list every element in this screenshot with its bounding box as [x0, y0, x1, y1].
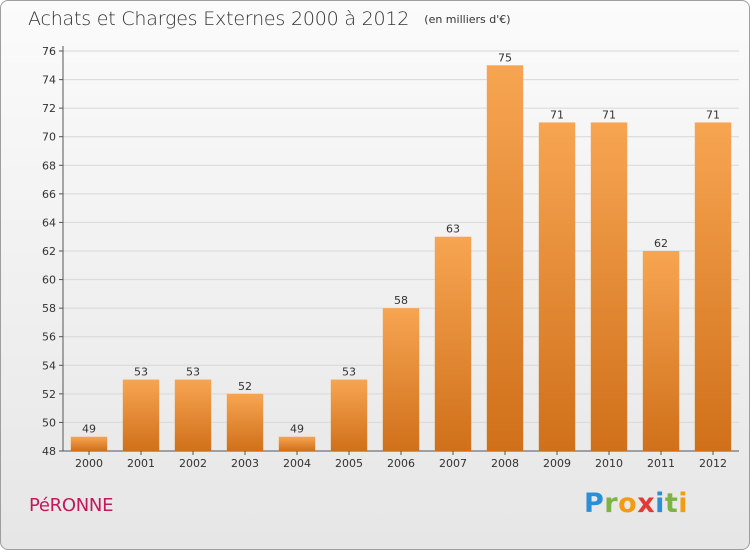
- bar: [226, 393, 264, 451]
- chart-title-block: Achats et Charges Externes 2000 à 2012 (…: [28, 8, 511, 30]
- logo-letter: x: [637, 488, 656, 519]
- logo-letter: i: [655, 488, 665, 519]
- y-tick-label: 66: [42, 188, 56, 201]
- bar-value-label: 53: [134, 366, 148, 379]
- logo-letter: r: [604, 488, 619, 519]
- bar-value-label: 63: [446, 223, 460, 236]
- bar: [278, 436, 316, 451]
- bar: [70, 436, 108, 451]
- x-tick-label: 2011: [647, 457, 675, 470]
- bar-value-label: 75: [498, 51, 512, 64]
- x-tick-label: 2005: [335, 457, 363, 470]
- x-tick-label: 2000: [75, 457, 103, 470]
- bar: [694, 122, 732, 451]
- bar: [434, 236, 472, 451]
- y-tick-label: 50: [42, 416, 56, 429]
- bar-value-label: 49: [82, 423, 96, 436]
- logo-letter: P: [584, 488, 605, 519]
- commune-name: PéRONNE: [29, 495, 114, 516]
- logo-letter: i: [678, 488, 689, 519]
- bar: [330, 379, 368, 451]
- y-tick-label: 60: [42, 274, 56, 287]
- y-tick-label: 64: [42, 216, 56, 229]
- bar: [538, 122, 576, 451]
- y-tick-label: 68: [42, 159, 56, 172]
- y-tick-label: 54: [42, 359, 56, 372]
- x-tick-label: 2008: [491, 457, 519, 470]
- bar: [642, 251, 680, 451]
- bar-value-label: 58: [394, 294, 408, 307]
- y-tick-label: 74: [42, 74, 56, 87]
- bar-value-label: 49: [290, 423, 304, 436]
- bar-value-label: 53: [186, 366, 200, 379]
- x-tick-label: 2001: [127, 457, 155, 470]
- y-tick-label: 58: [42, 302, 56, 315]
- proxiti-logo: Proxiti: [584, 488, 688, 519]
- y-tick-label: 56: [42, 331, 56, 344]
- chart-subtitle: (en milliers d'€): [424, 13, 511, 26]
- bar: [174, 379, 212, 451]
- x-tick-label: 2010: [595, 457, 623, 470]
- y-tick-label: 48: [42, 445, 56, 458]
- x-tick-label: 2007: [439, 457, 467, 470]
- bar-value-label: 53: [342, 366, 356, 379]
- y-tick-label: 72: [42, 102, 56, 115]
- x-tick-label: 2012: [699, 457, 727, 470]
- y-tick-label: 52: [42, 388, 56, 401]
- bar: [382, 308, 420, 451]
- bar-value-label: 62: [654, 237, 668, 250]
- bar: [122, 379, 160, 451]
- logo-letter: t: [664, 488, 679, 519]
- x-tick-label: 2003: [231, 457, 259, 470]
- bar: [590, 122, 628, 451]
- bar-value-label: 71: [706, 108, 720, 121]
- x-tick-label: 2002: [179, 457, 207, 470]
- bar-value-label: 71: [602, 108, 616, 121]
- x-tick-label: 2004: [283, 457, 311, 470]
- y-tick-label: 76: [42, 45, 56, 58]
- y-tick-label: 70: [42, 131, 56, 144]
- chart-title: Achats et Charges Externes 2000 à 2012: [28, 8, 410, 30]
- x-tick-label: 2009: [543, 457, 571, 470]
- y-tick-label: 62: [42, 245, 56, 258]
- bar-value-label: 71: [550, 108, 564, 121]
- logo-letter: o: [618, 488, 638, 519]
- bar-value-label: 52: [238, 380, 252, 393]
- bar: [486, 65, 524, 452]
- x-tick-label: 2006: [387, 457, 415, 470]
